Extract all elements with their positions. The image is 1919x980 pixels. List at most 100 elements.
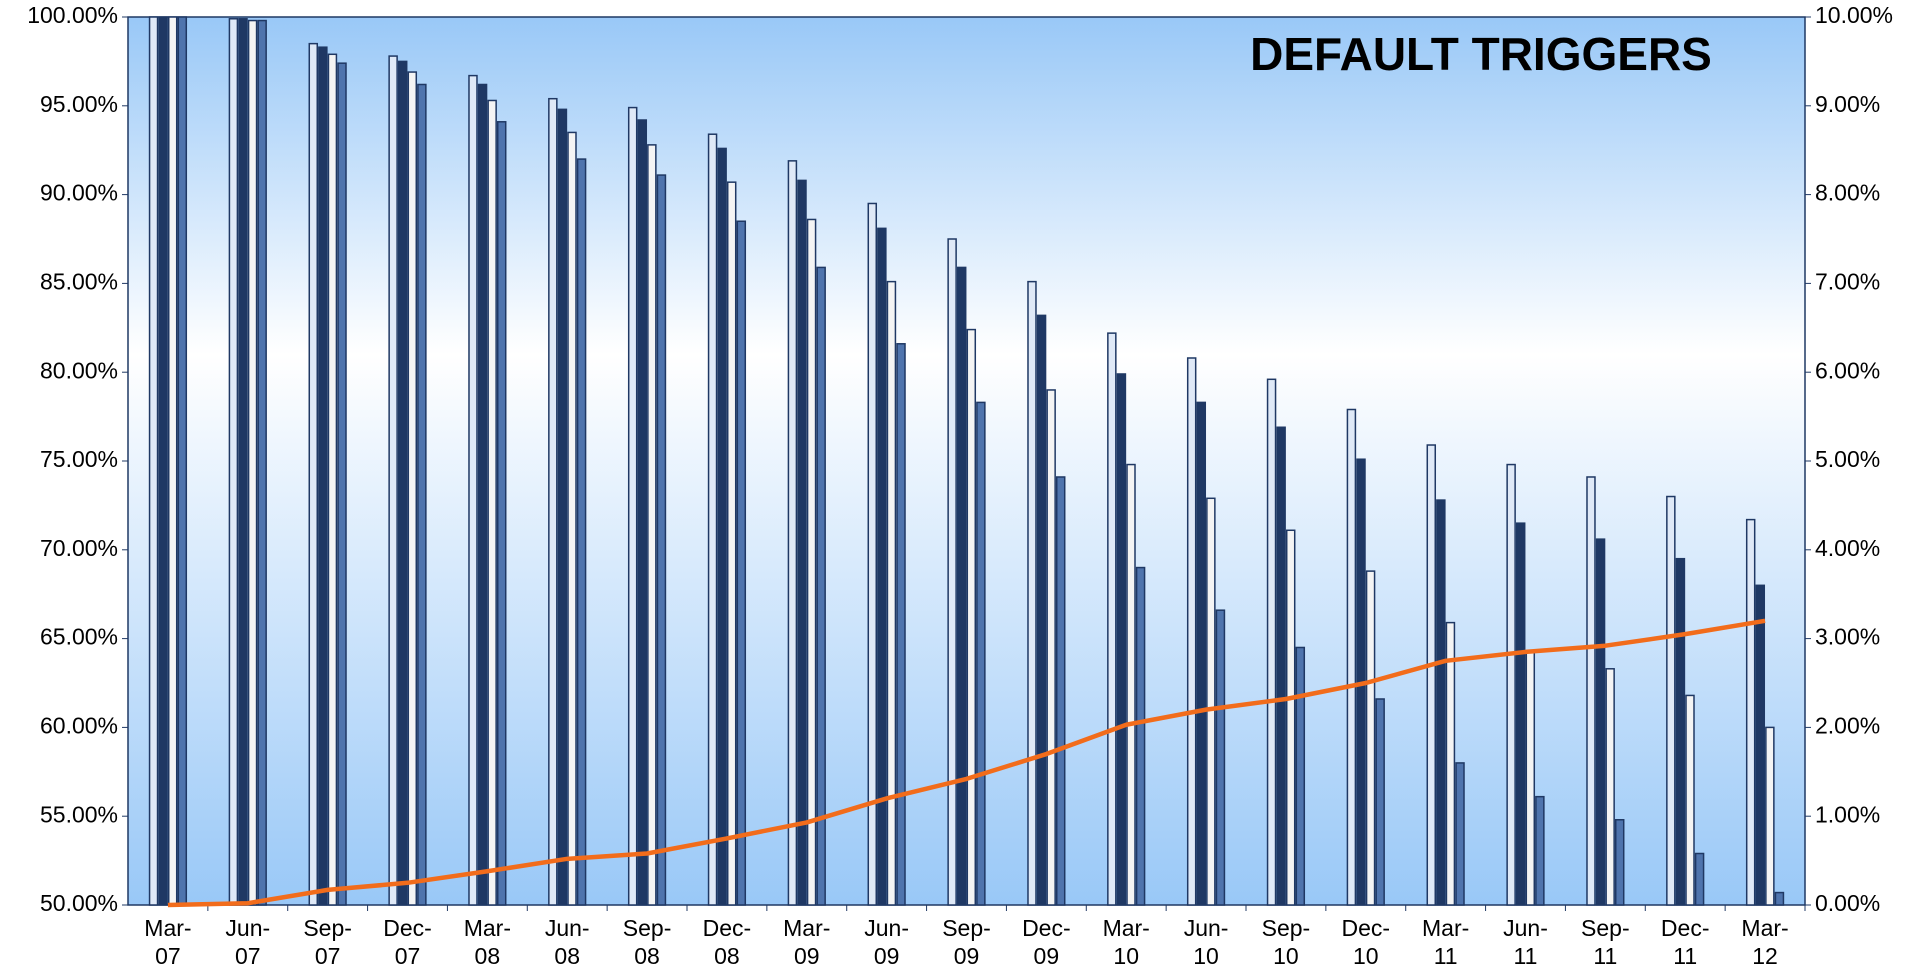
bar [1426, 444, 1437, 906]
x-tick-label: Sep-09 [942, 915, 991, 969]
bar [707, 133, 718, 906]
bar [477, 83, 488, 906]
y2-tick-label: 6.00% [1815, 357, 1880, 383]
y-tick-label: 100.00% [27, 2, 118, 28]
y2-tick-label: 5.00% [1815, 446, 1880, 472]
y2-tick-label: 4.00% [1815, 535, 1880, 561]
bar [1506, 463, 1516, 906]
bar [487, 99, 497, 906]
bar [257, 19, 267, 906]
bar [656, 174, 667, 906]
bar [1694, 852, 1705, 906]
y-tick-label: 50.00% [40, 890, 118, 916]
bar [417, 83, 427, 906]
bar [388, 55, 398, 906]
y-tick-label: 65.00% [40, 624, 118, 650]
bar [1535, 795, 1545, 906]
bar [158, 16, 168, 906]
bar [1116, 373, 1127, 906]
y-tick-label: 90.00% [40, 180, 118, 206]
bar [886, 280, 897, 906]
bar [576, 158, 587, 906]
bar [726, 181, 737, 906]
x-tick-label: Sep-08 [622, 915, 672, 969]
bar [407, 71, 418, 906]
bar [947, 238, 957, 906]
bar [1365, 570, 1376, 906]
bar [1295, 646, 1306, 906]
x-tick-label: Mar-07 [144, 915, 192, 969]
x-tick-label: Dec-11 [1660, 915, 1710, 969]
bar [1745, 518, 1756, 906]
x-tick-label: Sep-10 [1261, 915, 1311, 969]
bar [1196, 401, 1207, 906]
bar [327, 53, 338, 906]
bar [877, 227, 887, 906]
bar [867, 202, 878, 906]
bar [647, 144, 657, 906]
bar [1055, 476, 1066, 906]
bar [1375, 698, 1385, 906]
bar [1046, 389, 1056, 906]
y2-tick-label: 2.00% [1815, 712, 1880, 738]
y2-tick-label: 0.00% [1815, 890, 1880, 916]
x-tick-label: Jun-11 [1503, 915, 1548, 969]
bar [1595, 538, 1606, 906]
y-tick-label: 60.00% [40, 712, 118, 738]
y2-tick-label: 3.00% [1815, 624, 1880, 650]
bar [1614, 819, 1625, 906]
x-tick-label: Sep-07 [303, 915, 352, 969]
plot-area [127, 16, 1806, 906]
bar [816, 266, 826, 906]
bar [308, 42, 319, 906]
x-tick-label: Jun-10 [1183, 915, 1229, 969]
x-tick-label: Mar-10 [1102, 915, 1150, 969]
bar [1445, 621, 1456, 906]
bar [1675, 557, 1686, 906]
bar [1285, 529, 1296, 906]
line [167, 618, 1766, 908]
x-tick-label: Jun-09 [864, 915, 910, 969]
y2-tick-label: 9.00% [1815, 91, 1880, 117]
bar [557, 108, 568, 906]
bar [1605, 668, 1615, 906]
x-tick-label: Mar-11 [1422, 915, 1470, 969]
bar [1755, 584, 1766, 906]
x-tick-label: Jun-08 [544, 915, 590, 969]
x-tick-label: Mar-08 [463, 915, 511, 969]
bar [1107, 332, 1117, 906]
bar [468, 74, 478, 906]
bar [1774, 891, 1785, 906]
bar [976, 401, 986, 906]
bar [787, 160, 798, 906]
bar [1266, 378, 1277, 906]
bar [966, 328, 977, 906]
y-tick-label: 75.00% [40, 446, 118, 472]
x-tick-label: Mar-12 [1741, 915, 1789, 969]
bar [148, 16, 159, 906]
x-tick-label: Dec-10 [1341, 915, 1391, 969]
x-tick-label: Dec-09 [1022, 915, 1071, 969]
bar [806, 218, 817, 906]
bar [1276, 426, 1286, 906]
bar [1126, 463, 1136, 906]
bar [1525, 650, 1536, 906]
bar [1685, 694, 1695, 906]
y-tick-label: 55.00% [40, 801, 118, 827]
bar [896, 343, 906, 906]
bar [627, 106, 638, 906]
bar [397, 60, 408, 906]
bar [238, 18, 248, 906]
bar [1515, 522, 1526, 906]
bar [337, 62, 347, 906]
x-tick-label: Sep-11 [1581, 915, 1630, 969]
x-tick-label: Mar-09 [783, 915, 831, 969]
x-tick-label: Dec-07 [383, 915, 432, 969]
bar [1186, 357, 1197, 906]
chart-title: DEFAULT TRIGGERS [1250, 28, 1712, 80]
bar [177, 16, 188, 906]
bar [496, 121, 507, 906]
y2-tick-label: 10.00% [1815, 2, 1893, 28]
